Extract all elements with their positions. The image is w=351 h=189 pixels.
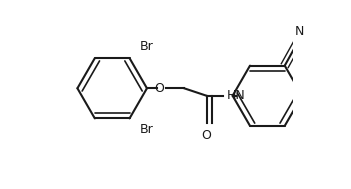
Text: O: O	[154, 82, 164, 95]
Text: HN: HN	[226, 89, 245, 102]
Text: N: N	[295, 25, 304, 38]
Text: O: O	[201, 129, 211, 142]
Text: Br: Br	[139, 40, 153, 53]
Text: Br: Br	[139, 123, 153, 136]
